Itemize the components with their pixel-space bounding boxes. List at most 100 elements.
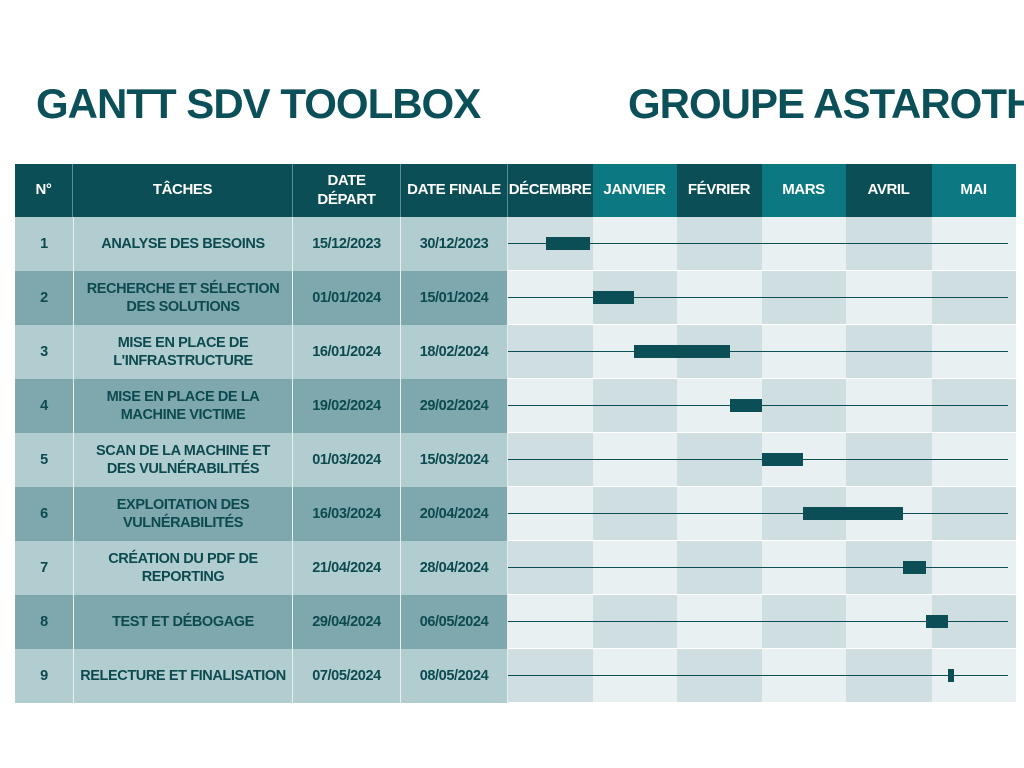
timeline-row [508,433,1016,487]
timeline-month-cell [762,217,846,271]
month-header-december: DÉCEMBRE [508,164,593,217]
task-start-date: 01/01/2024 [293,271,401,325]
timeline-line [508,297,1008,298]
timeline-background [508,379,1016,433]
month-header-february: FÉVRIER [677,164,762,217]
task-name: RECHERCHE ET SÉLECTION DES SOLUTIONS [73,271,293,325]
timeline-background [508,541,1016,595]
gantt-title: GANTT SDV TOOLBOX [36,80,481,127]
task-end-date: 18/02/2024 [401,325,508,379]
timeline-month-cell [932,649,1016,703]
timeline-month-cell [846,271,932,325]
timeline-month-cell [593,487,677,541]
task-start-date: 15/12/2023 [293,217,401,271]
timeline-line [508,567,1008,568]
task-end-date: 06/05/2024 [401,595,508,649]
task-number: 1 [15,217,73,271]
timeline-background [508,271,1016,325]
gantt-bar [729,399,762,412]
task-name: CRÉATION DU PDF DE REPORTING [73,541,293,595]
gantt-table: N° TÂCHES DATE DÉPART DATE FINALE DÉCEMB… [15,164,1016,703]
timeline-month-cell [762,379,846,433]
timeline-line [508,459,1008,460]
task-start-date: 19/02/2024 [293,379,401,433]
timeline-row [508,379,1016,433]
timeline-month-cell [508,325,593,379]
timeline-month-cell [508,541,593,595]
timeline-background [508,325,1016,379]
header-task: TÂCHES [73,164,293,217]
timeline-month-cell [932,379,1016,433]
task-name: SCAN DE LA MACHINE ET DES VULNÉRABILITÉS [73,433,293,487]
task-end-date: 15/03/2024 [401,433,508,487]
task-number: 7 [15,541,73,595]
timeline-month-cell [593,595,677,649]
task-start-date: 01/03/2024 [293,433,401,487]
month-header-january: JANVIER [593,164,677,217]
task-end-date: 29/02/2024 [401,379,508,433]
timeline-background [508,487,1016,541]
timeline-month-cell [508,433,593,487]
task-number: 5 [15,433,73,487]
timeline-month-cell [508,487,593,541]
timeline-month-cell [593,433,677,487]
timeline-row [508,541,1016,595]
task-start-date: 29/04/2024 [293,595,401,649]
task-start-date: 21/04/2024 [293,541,401,595]
timeline-month-cell [677,541,762,595]
task-number: 3 [15,325,73,379]
task-name: MISE EN PLACE DE L'INFRASTRUCTURE [73,325,293,379]
timeline-background [508,595,1016,649]
timeline-month-cell [508,271,593,325]
task-start-date: 16/01/2024 [293,325,401,379]
timeline-month-cell [846,217,932,271]
gantt-bar [593,291,634,304]
month-header-may: MAI [932,164,1016,217]
timeline-line [508,675,1008,676]
timeline-month-cell [932,433,1016,487]
timeline-line [508,621,1008,622]
group-title: GROUPE ASTAROTH [628,80,1024,127]
timeline-background [508,217,1016,271]
timeline-row [508,487,1016,541]
timeline-month-cell [846,325,932,379]
task-number: 4 [15,379,73,433]
gantt-bar [948,669,954,682]
timeline-line [508,243,1008,244]
task-end-date: 08/05/2024 [401,649,508,703]
timeline-month-cell [677,595,762,649]
gantt-bar [633,345,730,358]
timeline-month-cell [762,649,846,703]
task-end-date: 20/04/2024 [401,487,508,541]
timeline-month-cell [762,325,846,379]
timeline-month-cell [677,433,762,487]
timeline-row [508,271,1016,325]
timeline-month-cell [846,433,932,487]
task-name: RELECTURE ET FINALISATION [73,649,293,703]
month-header-april: AVRIL [846,164,932,217]
header-start-date: DATE DÉPART [293,164,401,217]
gantt-bar [903,561,927,574]
timeline-month-cell [508,649,593,703]
timeline-row [508,217,1016,271]
timeline-month-cell [593,649,677,703]
timeline-month-cell [677,487,762,541]
timeline-background [508,649,1016,703]
timeline-month-cell [846,595,932,649]
task-number: 8 [15,595,73,649]
task-number: 2 [15,271,73,325]
task-end-date: 28/04/2024 [401,541,508,595]
timeline-month-cell [677,649,762,703]
timeline-month-cell [593,217,677,271]
timeline-month-cell [762,595,846,649]
timeline-month-cell [846,649,932,703]
timeline-month-cell [932,271,1016,325]
task-start-date: 07/05/2024 [293,649,401,703]
timeline-row [508,325,1016,379]
month-header-march: MARS [762,164,846,217]
task-name: ANALYSE DES BESOINS [73,217,293,271]
timeline-month-cell [677,271,762,325]
gantt-bar [802,507,904,520]
timeline-row [508,649,1016,703]
task-end-date: 30/12/2023 [401,217,508,271]
